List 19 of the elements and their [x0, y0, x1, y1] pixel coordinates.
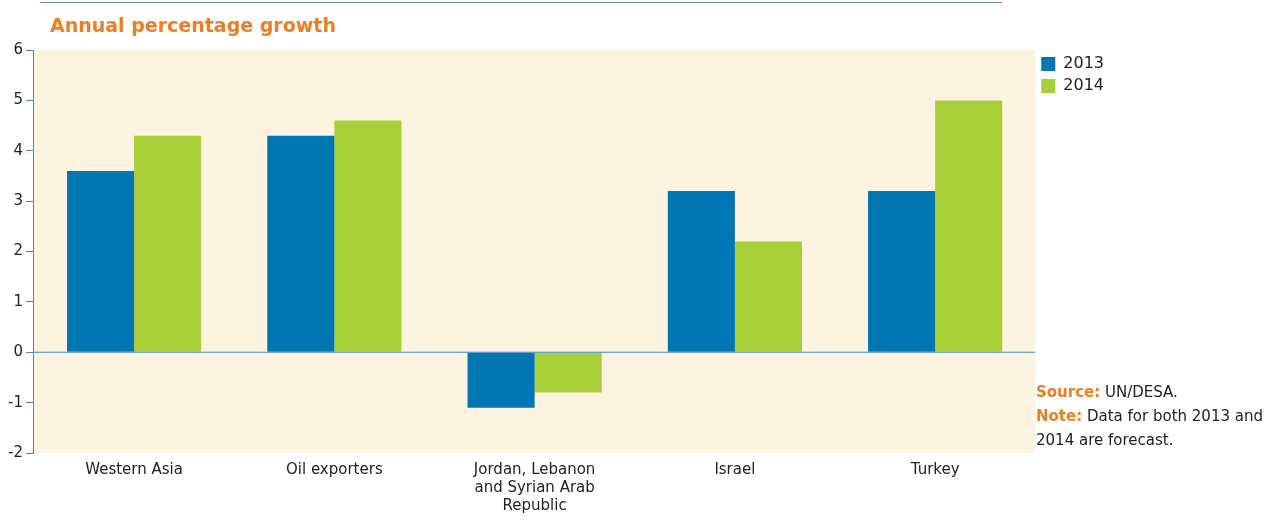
source-note: Source: UN/DESA.	[1036, 382, 1179, 403]
chart-title: Annual percentage growth	[50, 14, 336, 36]
y-tick-label: 1	[13, 291, 23, 310]
x-tick-label: Turkey	[909, 459, 960, 478]
x-tick-label: Israel	[714, 459, 756, 478]
y-tick-label: 4	[13, 140, 23, 159]
y-tick-label: 5	[13, 90, 23, 109]
y-tick-label: -1	[7, 392, 23, 411]
y-tick-label: 2	[13, 241, 23, 260]
text: Note: Data for both 2013 and 2014 are forecast.	[1036, 406, 1264, 451]
x-tick-label: Western Asia	[85, 459, 183, 478]
y-tick-label: -2	[7, 442, 23, 461]
y-tick-label: 0	[13, 342, 23, 361]
x-tick-label: Jordan, Lebanon and Syrian Arab Republic	[472, 459, 596, 514]
x-tick-label: Oil exporters	[285, 459, 383, 478]
y-tick-label: 6	[13, 39, 23, 58]
legend-label: 2013	[1063, 53, 1104, 73]
legend-label: 2014	[1063, 75, 1104, 95]
y-tick-label: 3	[13, 191, 23, 210]
